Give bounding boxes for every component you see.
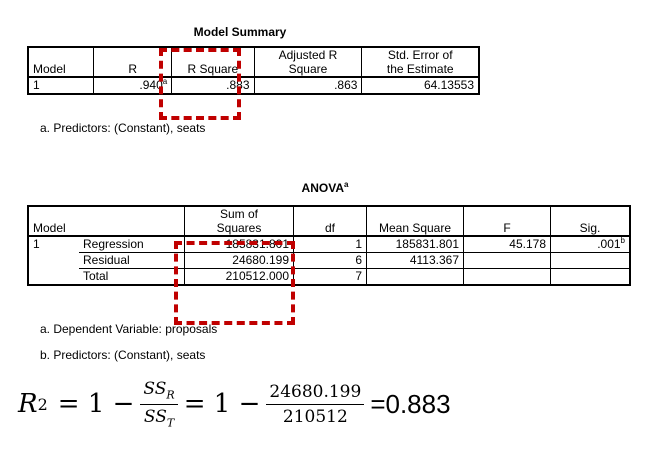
header-sig: Sig. <box>551 206 631 236</box>
table-row: Total 210512.000 7 <box>28 269 630 286</box>
model-summary-title: Model Summary <box>0 25 480 39</box>
formula-fraction-numeric: 24680.199 210512 <box>266 382 364 427</box>
cell-mean-square <box>367 269 464 286</box>
anova-title: ANOVAa <box>0 180 647 195</box>
formula-result: =0.883 <box>370 389 450 420</box>
header-std-error: Std. Error of the Estimate <box>362 47 479 77</box>
header-df: df <box>294 206 367 236</box>
cell-sig <box>551 253 631 269</box>
formula-equals-one-minus-2: = 1 − <box>184 389 261 419</box>
table-row: Residual 24680.199 6 4113.367 <box>28 253 630 269</box>
cell-sig <box>551 269 631 286</box>
cell-f <box>464 253 551 269</box>
table-row: 1 Regression 185831.801 1 185831.801 45.… <box>28 236 630 253</box>
anova-footnote-b: b. Predictors: (Constant), seats <box>40 348 205 362</box>
cell-model: 1 <box>28 77 94 94</box>
cell-df: 1 <box>294 236 367 253</box>
cell-df: 6 <box>294 253 367 269</box>
formula-fraction-symbolic: SSR SST <box>140 379 177 429</box>
formula-lhs-exponent: 2 <box>38 395 48 414</box>
cell-source: Regression <box>79 236 185 253</box>
cell-adjusted-r-square: .863 <box>254 77 362 94</box>
header-f: F <box>464 206 551 236</box>
table-header-row: Model Sum of Squares df Mean Square F Si… <box>28 206 630 236</box>
header-mean-square: Mean Square <box>367 206 464 236</box>
formula-equals-one-minus: = 1 − <box>58 389 135 419</box>
formula-lhs: R <box>18 389 38 419</box>
cell-sig: .001b <box>551 236 631 253</box>
anova-footnote-a: a. Dependent Variable: proposals <box>40 322 217 336</box>
header-sum-of-squares: Sum of Squares <box>185 206 294 236</box>
model-summary-table: Model R R Square Adjusted R Square Std. … <box>27 46 480 95</box>
header-model: Model <box>28 47 94 77</box>
table-header-row: Model R R Square Adjusted R Square Std. … <box>28 47 479 77</box>
cell-model: 1 <box>28 236 79 285</box>
cell-std-error: 64.13553 <box>362 77 479 94</box>
cell-mean-square: 185831.801 <box>367 236 464 253</box>
model-summary-footnote: a. Predictors: (Constant), seats <box>40 121 205 135</box>
cell-df: 7 <box>294 269 367 286</box>
table-row: 1 .940a .883 .863 64.13553 <box>28 77 479 94</box>
sum-of-squares-highlight-box <box>174 241 295 325</box>
cell-source: Residual <box>79 253 185 269</box>
cell-f <box>464 269 551 286</box>
cell-mean-square: 4113.367 <box>367 253 464 269</box>
header-model: Model <box>28 206 185 236</box>
cell-f: 45.178 <box>464 236 551 253</box>
header-adjusted-r-square: Adjusted R Square <box>254 47 362 77</box>
r-square-highlight-box <box>159 48 241 120</box>
anova-table: Model Sum of Squares df Mean Square F Si… <box>27 205 631 286</box>
cell-source: Total <box>79 269 185 286</box>
